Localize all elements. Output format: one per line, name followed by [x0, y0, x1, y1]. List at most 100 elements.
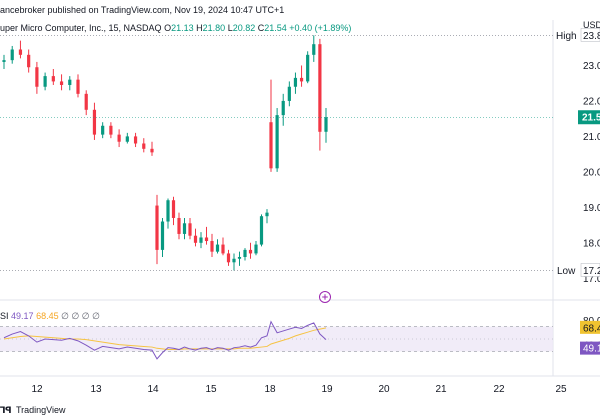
- candle: [43, 72, 47, 91]
- candle: [142, 138, 146, 153]
- time-tick-label: 18: [264, 384, 276, 395]
- candle: [243, 248, 247, 261]
- candle-body: [150, 148, 154, 153]
- candle-body: [237, 256, 242, 259]
- rsi-line: [3, 320, 327, 360]
- candle: [35, 61, 39, 94]
- candle-body: [160, 221, 165, 250]
- candle: [287, 81, 291, 107]
- candle: [117, 129, 121, 148]
- symbol-legend: uper Micro Computer, Inc., 15, NASDAQ O2…: [0, 18, 560, 38]
- candle: [10, 45, 14, 64]
- low-marker-box: [580, 263, 600, 277]
- candle: [51, 69, 55, 85]
- time-tick-label: 14: [147, 384, 159, 395]
- open-label: O: [164, 23, 172, 33]
- high-label: H: [196, 23, 203, 33]
- candle-body: [109, 125, 113, 135]
- price-tick-label: 19.0: [583, 203, 600, 214]
- high-marker-value: 23.8: [583, 31, 600, 42]
- rsi-badge: [580, 341, 600, 355]
- candle-body: [18, 49, 23, 55]
- candle: [182, 217, 187, 240]
- candle: [155, 194, 159, 265]
- candle: [68, 76, 72, 91]
- close-value: 21.54: [264, 23, 287, 33]
- candle-body: [193, 235, 198, 243]
- candle: [204, 226, 209, 245]
- candle: [248, 242, 253, 259]
- rsi-badge-value: 49.1: [583, 344, 600, 355]
- candle-body: [254, 244, 258, 254]
- time-axis[interactable]: 12 13 14 15 18 19 20 21 22 25: [31, 384, 567, 395]
- candle: [125, 132, 129, 144]
- time-tick-label: 22: [493, 384, 505, 395]
- candle-body: [2, 60, 6, 62]
- high-marker-box: [580, 28, 600, 42]
- candle: [92, 102, 97, 140]
- candle: [293, 72, 298, 94]
- candle: [160, 217, 165, 257]
- candle-body: [210, 241, 214, 252]
- candle-body: [51, 76, 55, 82]
- candle-body: [232, 258, 236, 263]
- candle: [254, 241, 258, 256]
- rsi-pane: [0, 320, 553, 360]
- candle-body: [199, 237, 203, 243]
- candle: [2, 54, 6, 70]
- candle-body: [312, 44, 316, 55]
- publisher-text: ancebroker published on TradingView.com,…: [0, 5, 285, 15]
- candle: [281, 93, 285, 126]
- price-tick-label: 18.0: [583, 238, 600, 249]
- currency-label: USD: [583, 20, 600, 30]
- candle: [306, 51, 310, 84]
- low-value: 20.82: [232, 23, 256, 33]
- candle-body: [281, 100, 285, 116]
- candle-body: [275, 115, 279, 169]
- last-price-value: 21.5: [582, 113, 600, 124]
- candle-body: [101, 125, 105, 135]
- candles: [2, 35, 328, 271]
- grid: [0, 20, 600, 377]
- candle: [324, 108, 328, 143]
- candle-body: [142, 143, 146, 149]
- open-value: 21.13: [171, 23, 194, 33]
- price-axis[interactable]: 23.022.021.020.019.018.017.023.880.040.0: [583, 33, 600, 352]
- candle-body: [226, 253, 231, 263]
- footer-brand: TradingView: [15, 405, 66, 415]
- rsi-legend: SI 49.17 68.45 ∅ ∅ ∅ ∅: [0, 309, 100, 323]
- markers: High 23.8 Low 17.2 21.5 68.4 49.1: [0, 28, 600, 355]
- candle: [210, 233, 214, 257]
- candle-body: [59, 81, 64, 85]
- rsi-ma-badge: [580, 320, 600, 334]
- candle-body: [125, 136, 129, 142]
- price-tick-label: 22.0: [583, 96, 600, 107]
- rsi-ma-value: 68.45: [36, 311, 59, 321]
- candle: [150, 141, 154, 156]
- candle-body: [35, 67, 39, 87]
- candle: [171, 196, 176, 226]
- candle: [109, 122, 113, 139]
- low-label: L: [227, 23, 233, 33]
- candle: [188, 217, 192, 240]
- time-tick-label: 13: [90, 384, 102, 395]
- last-price-badge: [578, 110, 600, 125]
- candle-body: [166, 200, 170, 222]
- candle: [27, 49, 31, 73]
- time-tick-label: 15: [205, 384, 217, 395]
- symbol-name: uper Micro Computer, Inc., 15, NASDAQ: [0, 23, 162, 33]
- price-tick-label: 20.0: [583, 167, 600, 178]
- price-tick-label: 23.0: [583, 61, 600, 72]
- low-marker-label: Low: [557, 266, 576, 277]
- candle-body: [10, 49, 14, 61]
- candle-body: [92, 109, 97, 135]
- candle: [232, 253, 236, 271]
- time-tick-label: 20: [378, 384, 390, 395]
- footer: ⅂ꟼ TradingView: [0, 402, 66, 418]
- price-tick-label: 21.0: [583, 132, 600, 143]
- high-value: 21.80: [202, 23, 226, 33]
- candle-body: [188, 223, 192, 236]
- candle: [215, 239, 220, 254]
- candle-body: [306, 54, 310, 82]
